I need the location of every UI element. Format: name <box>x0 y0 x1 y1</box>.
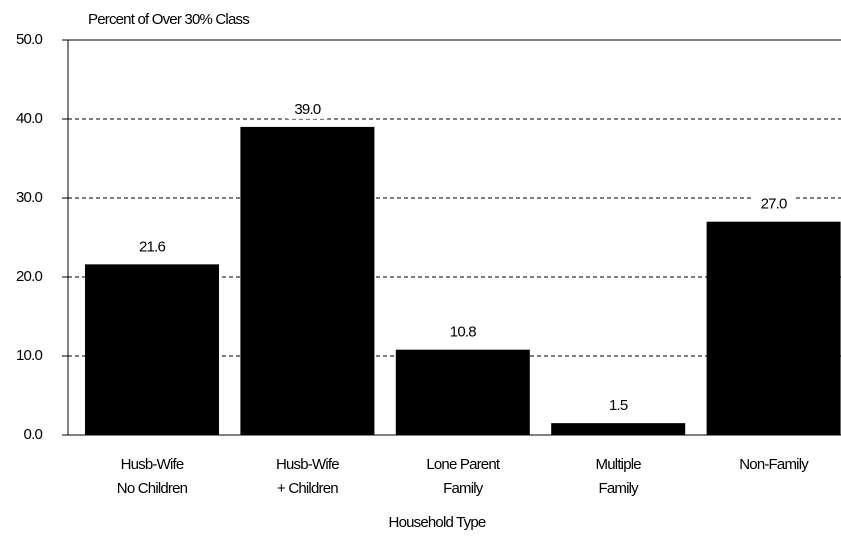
y-tick-label: 0.0 <box>24 426 43 443</box>
x-tick-label: Non-Family <box>739 456 809 473</box>
x-tick-label: Family <box>599 480 640 497</box>
bar <box>706 221 841 435</box>
y-tick-label: 40.0 <box>16 110 42 127</box>
y-tick-label: 50.0 <box>16 31 42 48</box>
y-tick-label: 10.0 <box>16 347 42 364</box>
value-label-bg <box>442 323 483 342</box>
value-label: 1.5 <box>609 397 628 414</box>
x-tick-label: + Children <box>277 480 338 497</box>
bar <box>395 349 530 435</box>
value-label: 39.0 <box>294 101 320 118</box>
value-label: 10.8 <box>450 324 476 341</box>
x-tick-label: No Children <box>117 480 188 497</box>
x-tick-label: Multiple <box>596 456 642 473</box>
bar <box>240 126 375 436</box>
value-label-bg <box>132 238 172 257</box>
x-tick-label: Lone Parent <box>426 456 501 473</box>
x-tick-label: Husb-Wife <box>276 456 339 473</box>
bar <box>85 264 219 435</box>
bar <box>551 423 686 435</box>
x-axis-label: Household Type <box>389 514 486 531</box>
value-label-bg <box>598 397 639 416</box>
y-tick-label: 20.0 <box>16 268 42 285</box>
value-label: 21.6 <box>139 238 165 255</box>
x-tick-label: Family <box>443 480 484 497</box>
y-axis-label: Percent of Over 30% Class <box>88 11 249 28</box>
value-label-bg <box>753 195 794 214</box>
x-tick-label: Husb-Wife <box>121 456 184 473</box>
value-label: 27.0 <box>761 196 787 213</box>
value-label-bg <box>287 100 328 119</box>
y-tick-label: 30.0 <box>16 189 42 206</box>
